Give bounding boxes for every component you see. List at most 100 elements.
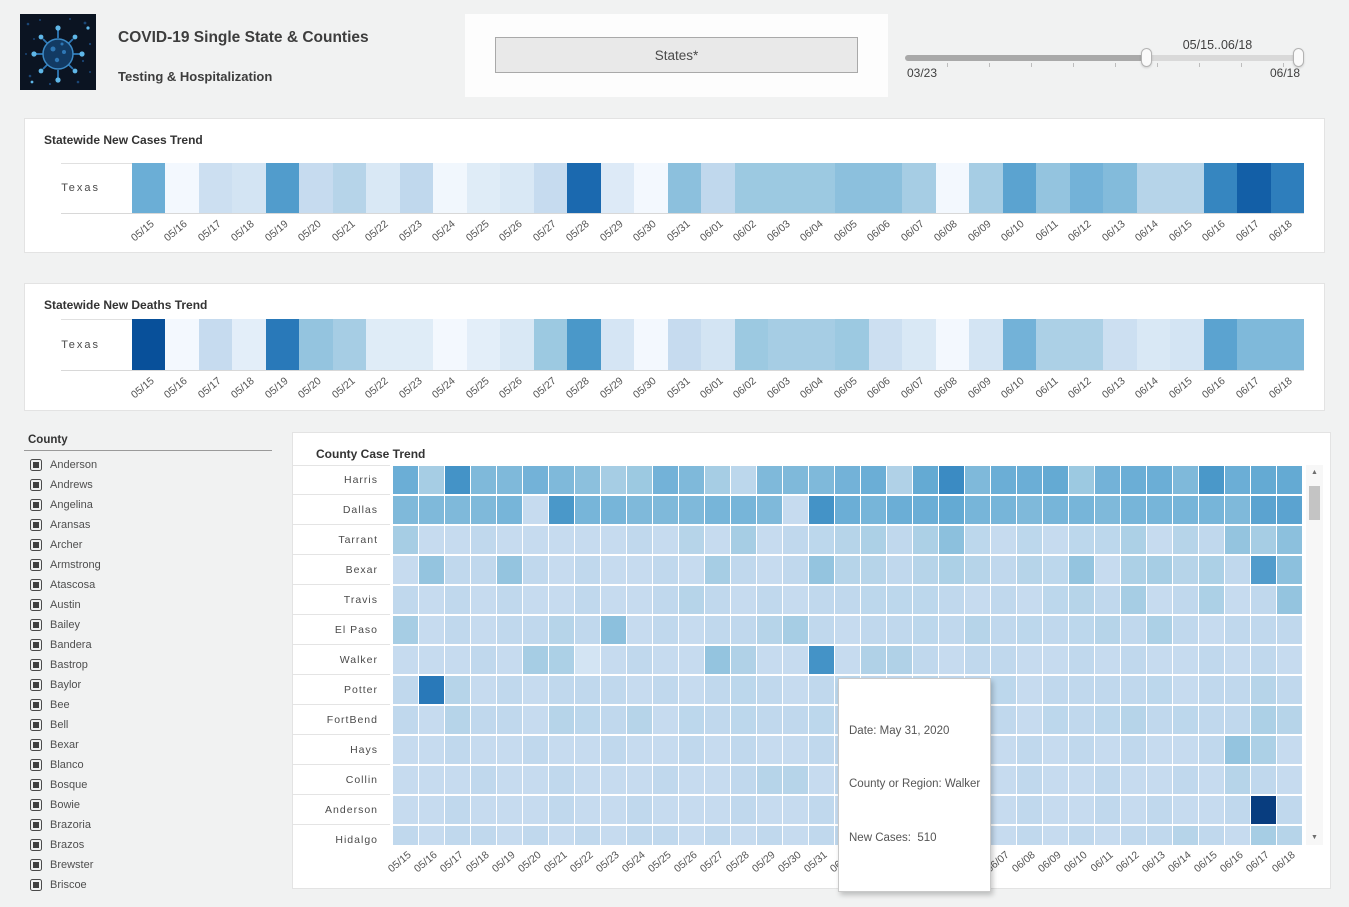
- heatmap-cell[interactable]: [627, 466, 652, 494]
- heatmap-cell[interactable]: [497, 706, 522, 734]
- heatmap-cell[interactable]: [991, 616, 1016, 644]
- heatmap-cell[interactable]: [1277, 616, 1302, 644]
- heatmap-cell[interactable]: [549, 526, 574, 554]
- heatmap-cell[interactable]: [1173, 556, 1198, 584]
- heatmap-cell[interactable]: [523, 466, 548, 494]
- heatmap-cell[interactable]: [731, 676, 756, 704]
- heatmap-cell[interactable]: [757, 826, 782, 845]
- heatmap-cell[interactable]: [399, 163, 434, 213]
- heatmap-cell[interactable]: [549, 466, 574, 494]
- heatmap-cell[interactable]: [393, 616, 418, 644]
- heatmap-cell[interactable]: [471, 616, 496, 644]
- heatmap-cell[interactable]: [705, 526, 730, 554]
- heatmap-cell[interactable]: [1251, 796, 1276, 824]
- heatmap-cell[interactable]: [783, 616, 808, 644]
- heatmap-cell[interactable]: [1017, 796, 1042, 824]
- heatmap-cell[interactable]: [601, 796, 626, 824]
- heatmap-cell[interactable]: [835, 319, 870, 370]
- heatmap-cell[interactable]: [627, 646, 652, 674]
- heatmap-cell[interactable]: [1225, 526, 1250, 554]
- heatmap-cell[interactable]: [1251, 526, 1276, 554]
- heatmap-cell[interactable]: [667, 163, 702, 213]
- county-checkbox-item[interactable]: Anderson: [24, 455, 272, 475]
- heatmap-cell[interactable]: [601, 466, 626, 494]
- heatmap-cell[interactable]: [332, 163, 367, 213]
- heatmap-cell[interactable]: [393, 796, 418, 824]
- scrollbar-thumb[interactable]: [1309, 486, 1320, 520]
- heatmap-cell[interactable]: [198, 163, 233, 213]
- county-checkbox-item[interactable]: Bosque: [24, 775, 272, 795]
- heatmap-cell[interactable]: [393, 586, 418, 614]
- heatmap-cell[interactable]: [1095, 556, 1120, 584]
- heatmap-cell[interactable]: [1251, 586, 1276, 614]
- heatmap-cell[interactable]: [1017, 466, 1042, 494]
- heatmap-cell[interactable]: [1147, 556, 1172, 584]
- heatmap-cell[interactable]: [634, 319, 669, 370]
- heatmap-cell[interactable]: [965, 526, 990, 554]
- heatmap-cell[interactable]: [393, 676, 418, 704]
- heatmap-cell[interactable]: [1043, 826, 1068, 845]
- heatmap-cell[interactable]: [471, 556, 496, 584]
- heatmap-cell[interactable]: [991, 676, 1016, 704]
- heatmap-cell[interactable]: [419, 826, 444, 845]
- heatmap-cell[interactable]: [731, 586, 756, 614]
- heatmap-cell[interactable]: [533, 163, 568, 213]
- county-checkbox-item[interactable]: Brazos: [24, 835, 272, 855]
- heatmap-cell[interactable]: [445, 736, 470, 764]
- heatmap-cell[interactable]: [1147, 466, 1172, 494]
- heatmap-cell[interactable]: [965, 496, 990, 524]
- heatmap-cell[interactable]: [1069, 646, 1094, 674]
- heatmap-cell[interactable]: [965, 646, 990, 674]
- heatmap-cell[interactable]: [679, 676, 704, 704]
- heatmap-cell[interactable]: [991, 766, 1016, 794]
- heatmap-cell[interactable]: [433, 163, 468, 213]
- heatmap-cell[interactable]: [445, 496, 470, 524]
- heatmap-cell[interactable]: [653, 586, 678, 614]
- heatmap-cell[interactable]: [861, 496, 886, 524]
- heatmap-cell[interactable]: [1225, 826, 1250, 845]
- heatmap-cell[interactable]: [1147, 826, 1172, 845]
- heatmap-cell[interactable]: [653, 736, 678, 764]
- heatmap-cell[interactable]: [601, 646, 626, 674]
- heatmap-cell[interactable]: [419, 526, 444, 554]
- heatmap-cell[interactable]: [902, 163, 937, 213]
- heatmap-cell[interactable]: [1199, 496, 1224, 524]
- heatmap-cell[interactable]: [601, 616, 626, 644]
- heatmap-cell[interactable]: [523, 826, 548, 845]
- heatmap-cell[interactable]: [549, 706, 574, 734]
- heatmap-cell[interactable]: [575, 736, 600, 764]
- heatmap-cell[interactable]: [445, 796, 470, 824]
- heatmap-cell[interactable]: [471, 796, 496, 824]
- heatmap-cell[interactable]: [757, 466, 782, 494]
- heatmap-cell[interactable]: [1121, 526, 1146, 554]
- heatmap-cell[interactable]: [1002, 319, 1037, 370]
- heatmap-cell[interactable]: [1121, 766, 1146, 794]
- heatmap-cell[interactable]: [575, 586, 600, 614]
- heatmap-cell[interactable]: [627, 796, 652, 824]
- heatmap-cell[interactable]: [653, 706, 678, 734]
- heatmap-cell[interactable]: [1069, 586, 1094, 614]
- heatmap-cell[interactable]: [705, 676, 730, 704]
- heatmap-cell[interactable]: [575, 676, 600, 704]
- heatmap-cell[interactable]: [705, 496, 730, 524]
- heatmap-cell[interactable]: [549, 676, 574, 704]
- heatmap-cell[interactable]: [835, 616, 860, 644]
- heatmap-cell[interactable]: [653, 826, 678, 845]
- heatmap-cell[interactable]: [861, 466, 886, 494]
- heatmap-cell[interactable]: [1136, 319, 1171, 370]
- heatmap-cell[interactable]: [466, 319, 501, 370]
- heatmap-cell[interactable]: [783, 706, 808, 734]
- heatmap-cell[interactable]: [768, 163, 803, 213]
- heatmap-cell[interactable]: [497, 796, 522, 824]
- heatmap-cell[interactable]: [1251, 706, 1276, 734]
- heatmap-cell[interactable]: [549, 796, 574, 824]
- heatmap-cell[interactable]: [705, 466, 730, 494]
- heatmap-cell[interactable]: [601, 826, 626, 845]
- heatmap-cell[interactable]: [965, 556, 990, 584]
- heatmap-cell[interactable]: [627, 586, 652, 614]
- heatmap-cell[interactable]: [549, 616, 574, 644]
- heatmap-cell[interactable]: [445, 826, 470, 845]
- heatmap-cell[interactable]: [1017, 706, 1042, 734]
- heatmap-cell[interactable]: [575, 766, 600, 794]
- heatmap-cell[interactable]: [1095, 706, 1120, 734]
